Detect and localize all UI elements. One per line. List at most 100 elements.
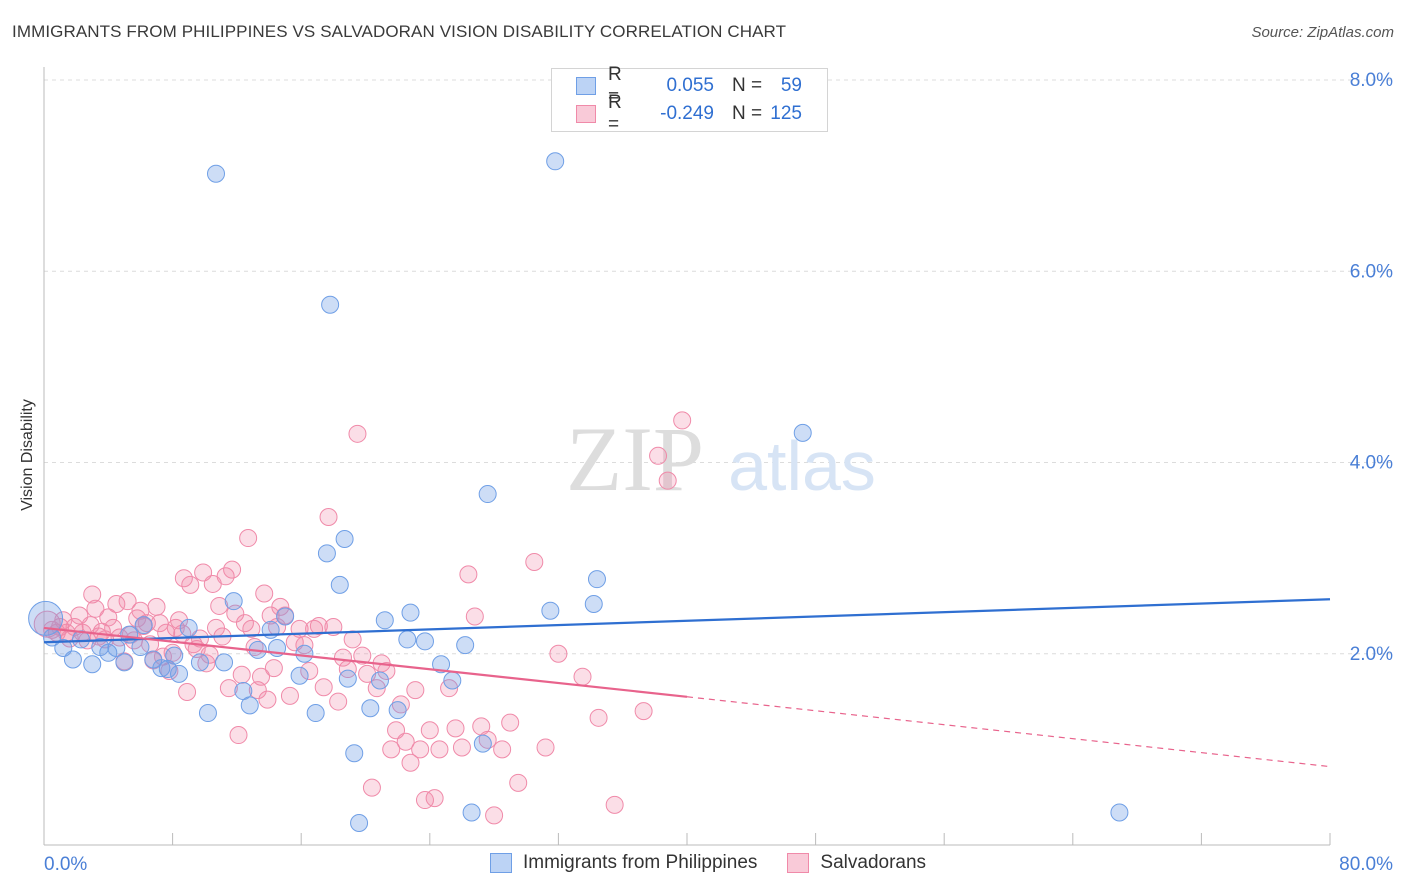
salvadoran-point <box>425 789 444 808</box>
philippines-point <box>207 164 226 183</box>
salvadoran-point <box>333 648 352 667</box>
watermark: ZIP atlas <box>566 408 876 510</box>
salvadoran-point <box>181 575 200 594</box>
salvadoran-point <box>549 644 568 663</box>
philippines-point <box>432 655 451 674</box>
philippines-point <box>198 704 217 723</box>
philippines-point <box>165 646 184 665</box>
philippines-point <box>375 611 394 630</box>
salvadoran-point <box>573 667 592 686</box>
salvadoran-point <box>501 713 520 732</box>
source-label: Source: ZipAtlas.com <box>1251 24 1394 41</box>
philippines-point <box>306 704 325 723</box>
philippines-point <box>398 630 417 649</box>
philippines-point <box>335 530 354 548</box>
philippines-point <box>443 671 462 690</box>
salvadoran-point <box>258 690 277 709</box>
philippines-point <box>478 485 497 504</box>
salvadoran-trend-extension <box>686 696 1331 768</box>
salvadoran-point <box>170 611 189 630</box>
philippines-point <box>388 701 407 720</box>
salvadoran-point <box>649 446 668 465</box>
philippines-point <box>295 644 314 663</box>
salvadoran-point <box>99 608 118 627</box>
legend-row-philippines: R = 0.055 N = 59 <box>576 64 802 107</box>
salvadoran-point <box>420 721 439 740</box>
philippines-point <box>473 734 492 753</box>
trend-lines <box>43 598 1331 768</box>
legend-r-label: R = <box>608 64 622 107</box>
legend: R = 0.055 N = 59 R = -0.249 N = 125 <box>551 64 828 135</box>
salvadoran-point <box>536 738 555 757</box>
salvadoran-point <box>163 643 182 662</box>
salvadoran-point <box>190 629 209 648</box>
salvadoran-point <box>465 607 484 626</box>
philippines-point <box>54 639 73 658</box>
salvadoran-point <box>248 681 267 700</box>
axes <box>43 67 1331 846</box>
salvadoran-point <box>324 617 343 636</box>
salvadoran-point <box>589 708 608 727</box>
philippines-point <box>224 592 243 611</box>
salvadoran-point <box>348 424 367 443</box>
salvadoran-point <box>242 619 261 638</box>
philippines-point <box>179 618 198 637</box>
salvadoran-point <box>137 614 156 633</box>
series-legend-swatch-salvadorans <box>787 853 810 873</box>
salvadoran-point <box>406 681 425 700</box>
legend-r-value: -0.249 <box>660 103 714 124</box>
legend-r-label: R = <box>608 92 622 135</box>
salvadoran-point <box>232 665 251 684</box>
salvadoran-point <box>396 732 415 751</box>
legend-n-label: N = <box>732 75 763 96</box>
salvadoran-point <box>223 560 242 579</box>
philippines-point <box>317 544 336 563</box>
salvadoran-point <box>239 529 258 548</box>
watermark-zip: ZIP <box>566 408 704 510</box>
philippines-point <box>276 607 295 626</box>
series-legend-swatch-philippines <box>490 853 512 873</box>
salvadoran-point <box>382 740 401 759</box>
salvadoran-point <box>280 686 299 705</box>
salvadoran-point <box>401 753 420 772</box>
philippines-point <box>321 295 340 314</box>
salvadoran-point <box>658 471 677 490</box>
philippines-point <box>345 744 364 763</box>
watermark-atlas: atlas <box>728 427 876 505</box>
philippines-trend-line <box>43 598 1331 644</box>
philippines-point <box>190 653 209 672</box>
series-legend: Immigrants from Philippines Salvadorans <box>490 852 956 874</box>
tick-labels: 2.0% 4.0% 6.0% 8.0% 0.0% 80.0% <box>44 70 1393 875</box>
salvadoran-point <box>387 721 406 740</box>
philippines-point <box>131 638 150 657</box>
salvadoran-point <box>252 667 271 686</box>
salvadoran-point <box>174 569 193 588</box>
salvadoran-point <box>509 773 528 792</box>
salvadoran-point <box>219 679 238 698</box>
philippines-point <box>361 699 380 718</box>
salvadoran-point <box>314 678 333 697</box>
philippines-point <box>152 659 171 678</box>
salvadoran-point <box>605 795 624 814</box>
series-legend-item-salvadorans: Salvadorans <box>787 852 926 874</box>
salvadoran-point <box>377 661 396 680</box>
y-tick-label: 6.0% <box>1350 261 1393 282</box>
salvadoran-point <box>493 740 512 759</box>
grid-lines <box>44 79 1393 655</box>
legend-n-label: N = <box>732 103 763 124</box>
salvadoran-point <box>430 740 449 759</box>
y-tick-label: 4.0% <box>1350 453 1393 474</box>
chart-title: IMMIGRANTS FROM PHILIPPINES VS SALVADORA… <box>12 22 787 41</box>
salvadoran-point <box>210 596 229 615</box>
philippines-point <box>338 669 357 688</box>
philippines-point <box>350 814 369 833</box>
philippines-point <box>134 616 153 635</box>
philippines-point <box>1110 803 1129 822</box>
salvadoran-point <box>634 702 653 721</box>
philippines-point <box>215 653 234 672</box>
philippines-point <box>115 653 134 672</box>
philippines-point <box>462 803 481 822</box>
legend-swatch-salvadorans <box>576 105 596 123</box>
philippines-point <box>587 570 606 589</box>
y-tick-label: 8.0% <box>1350 70 1393 91</box>
